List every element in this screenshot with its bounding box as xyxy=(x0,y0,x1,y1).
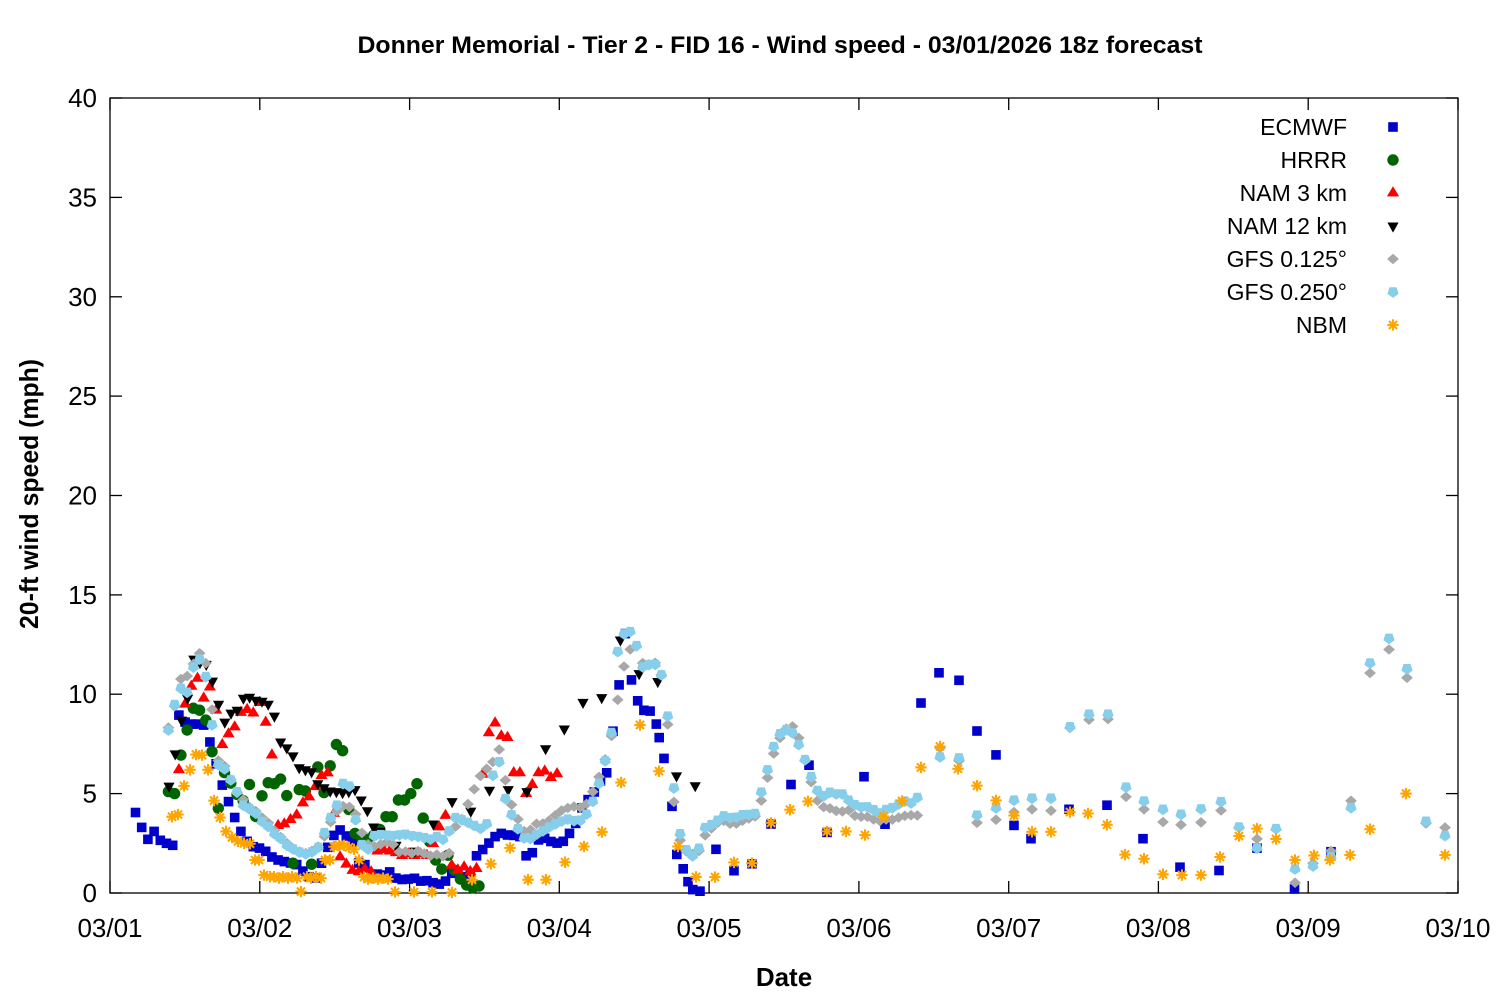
svg-text:Donner Memorial - Tier 2 - FID: Donner Memorial - Tier 2 - FID 16 - Wind… xyxy=(358,32,1203,59)
svg-text:15: 15 xyxy=(68,580,97,610)
svg-text:30: 30 xyxy=(68,282,97,312)
svg-text:03/04: 03/04 xyxy=(527,913,592,943)
svg-text:03/10: 03/10 xyxy=(1425,913,1490,943)
svg-text:35: 35 xyxy=(68,182,97,212)
svg-text:03/08: 03/08 xyxy=(1126,913,1191,943)
svg-text:Date: Date xyxy=(756,962,812,992)
svg-text:GFS 0.125°: GFS 0.125° xyxy=(1227,246,1347,272)
svg-text:03/05: 03/05 xyxy=(677,913,742,943)
svg-text:03/06: 03/06 xyxy=(826,913,891,943)
svg-text:20: 20 xyxy=(68,481,97,511)
svg-text:40: 40 xyxy=(68,83,97,113)
svg-text:03/01: 03/01 xyxy=(77,913,142,943)
svg-text:25: 25 xyxy=(68,381,97,411)
svg-text:0: 0 xyxy=(83,878,97,908)
svg-text:20-ft wind speed (mph): 20-ft wind speed (mph) xyxy=(14,359,44,629)
svg-text:5: 5 xyxy=(83,779,97,809)
svg-text:03/09: 03/09 xyxy=(1276,913,1341,943)
svg-text:GFS 0.250°: GFS 0.250° xyxy=(1227,279,1347,305)
svg-text:10: 10 xyxy=(68,679,97,709)
svg-text:NBM: NBM xyxy=(1296,312,1347,338)
svg-text:ECMWF: ECMWF xyxy=(1260,114,1347,140)
svg-text:03/02: 03/02 xyxy=(227,913,292,943)
svg-text:03/07: 03/07 xyxy=(976,913,1041,943)
svg-text:HRRR: HRRR xyxy=(1281,147,1347,173)
svg-text:03/03: 03/03 xyxy=(377,913,442,943)
svg-text:NAM 12 km: NAM 12 km xyxy=(1227,213,1347,239)
svg-text:NAM 3 km: NAM 3 km xyxy=(1240,180,1347,206)
